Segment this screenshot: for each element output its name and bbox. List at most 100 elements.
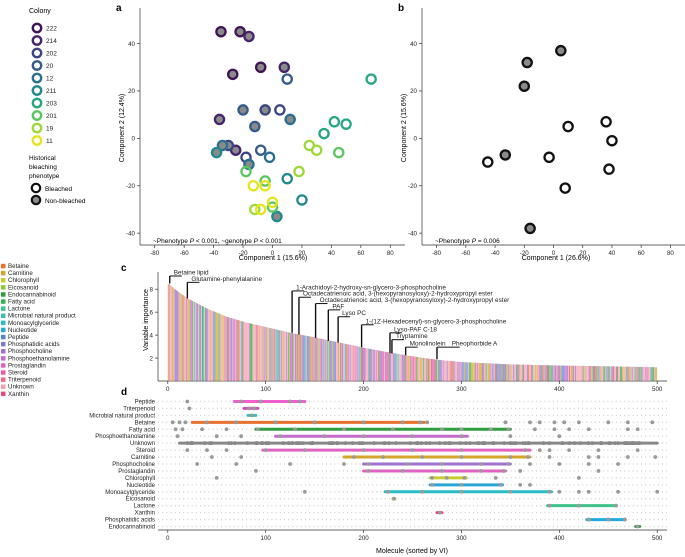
annotation-label-octadecatrienoic-acid-3-hexopyranosyloxy-2-hydroxypropyl-ester: Octadecatrienoic acid, 3-(hexopyranosylo… (320, 297, 511, 304)
vi-bar (536, 364, 538, 381)
molecule-point (302, 448, 307, 453)
vi-bar (263, 326, 265, 381)
molecule-point (596, 448, 601, 453)
vi-bar (174, 289, 176, 381)
vi-bar (371, 349, 373, 381)
vi-bar (336, 341, 338, 381)
vi-bar (260, 325, 262, 381)
vi-bar (425, 358, 427, 381)
molecule-point (537, 420, 542, 425)
vi-bar (573, 365, 574, 381)
vi-bar (259, 325, 261, 381)
vi-bar (335, 341, 337, 381)
molecule-point (298, 399, 302, 404)
vi-bar (512, 364, 514, 381)
molecule-point (438, 510, 442, 515)
vi-bar (183, 295, 185, 381)
molecule-point (361, 420, 366, 425)
vi-bar (562, 365, 564, 381)
x-tick-label: 400 (554, 535, 565, 542)
x-tick-label: 400 (554, 386, 565, 393)
vi-bar (349, 344, 351, 381)
vi-bar (409, 355, 411, 381)
molecule-point (547, 489, 552, 494)
vi-bar (561, 365, 563, 381)
x-tick-label: 0 (166, 535, 170, 542)
annotation-label-lyso-paf-c-18: Lyso-PAF C-18 (394, 326, 437, 333)
molecule-point (322, 434, 327, 439)
molecule-point (498, 482, 503, 487)
x-tick-label: 60 (357, 250, 364, 257)
vi-bar (393, 353, 395, 381)
vi-bar (505, 364, 507, 381)
vi-bar (252, 324, 254, 381)
vi-bar (555, 365, 557, 381)
vi-bar (377, 350, 379, 381)
panel-b-annotation: ~Phenotype P = 0.006 (435, 238, 500, 245)
vi-bar (289, 332, 291, 381)
vi-bar (617, 366, 618, 381)
vi-bar (589, 366, 591, 381)
vi-bar (620, 366, 621, 381)
vi-bar (372, 349, 374, 381)
vi-bar (405, 355, 407, 381)
molecule-point (552, 427, 557, 432)
vi-bar (369, 348, 371, 381)
annotation-label-pheophorbide-a: Pheophorbide A (452, 341, 498, 348)
vi-bar (255, 324, 257, 381)
y-tick-label: 20 (410, 88, 417, 95)
vi-bar (278, 330, 280, 381)
colony-marker-211 (31, 85, 43, 96)
vi-bar (213, 311, 215, 381)
molecule-point (547, 455, 552, 459)
vi-bar (632, 366, 634, 381)
vi-bar (517, 364, 519, 381)
bleaching-legend-title-2: bleaching (29, 164, 57, 171)
vi-bar (552, 365, 554, 381)
vi-bar (434, 359, 435, 381)
vi-bar (344, 343, 346, 381)
category-label-monoacylglyceride: Monoacylglyceride (8, 320, 60, 327)
vi-bar (283, 331, 285, 381)
molecule-point (430, 475, 434, 480)
vi-bar (498, 363, 500, 381)
vi-bar (186, 297, 188, 381)
colony-label-19: 19 (46, 125, 54, 132)
vi-bar (329, 340, 331, 381)
vi-bar (627, 366, 629, 381)
molecule-point (596, 455, 601, 459)
molecule-point (410, 434, 415, 439)
vi-bar (323, 339, 325, 381)
vi-bar (523, 364, 524, 381)
molecule-point (312, 420, 317, 425)
vi-bar (314, 337, 316, 381)
vi-bar (554, 365, 556, 381)
vi-bar (222, 315, 224, 381)
vi-bar (313, 337, 315, 381)
vi-bar (477, 362, 478, 381)
data-point (281, 172, 293, 185)
vi-bar (534, 364, 536, 381)
molecule-point (175, 434, 180, 439)
vi-bar (576, 365, 578, 381)
data-point (254, 61, 267, 74)
category-swatch-fatty-acid (1, 299, 6, 304)
data-point (310, 144, 323, 156)
category-label-eicosanoid: Eicosanoid (8, 284, 39, 291)
vi-bar (229, 317, 231, 381)
vi-bar (303, 335, 305, 381)
vi-bar (175, 289, 177, 381)
vi-bar (474, 362, 476, 381)
row-label-chlorophyll: Chlorophyll (125, 476, 155, 482)
vi-bar (388, 352, 389, 381)
data-point (318, 127, 330, 140)
vi-bar (457, 361, 459, 381)
vi-bar (316, 337, 318, 381)
vi-bar (370, 349, 372, 381)
row-label-betaine: Betaine (135, 420, 156, 426)
vi-bar (652, 367, 654, 381)
data-point (247, 179, 260, 192)
molecule-point (537, 448, 542, 453)
vi-bar (483, 363, 485, 381)
vi-bar (375, 349, 377, 381)
